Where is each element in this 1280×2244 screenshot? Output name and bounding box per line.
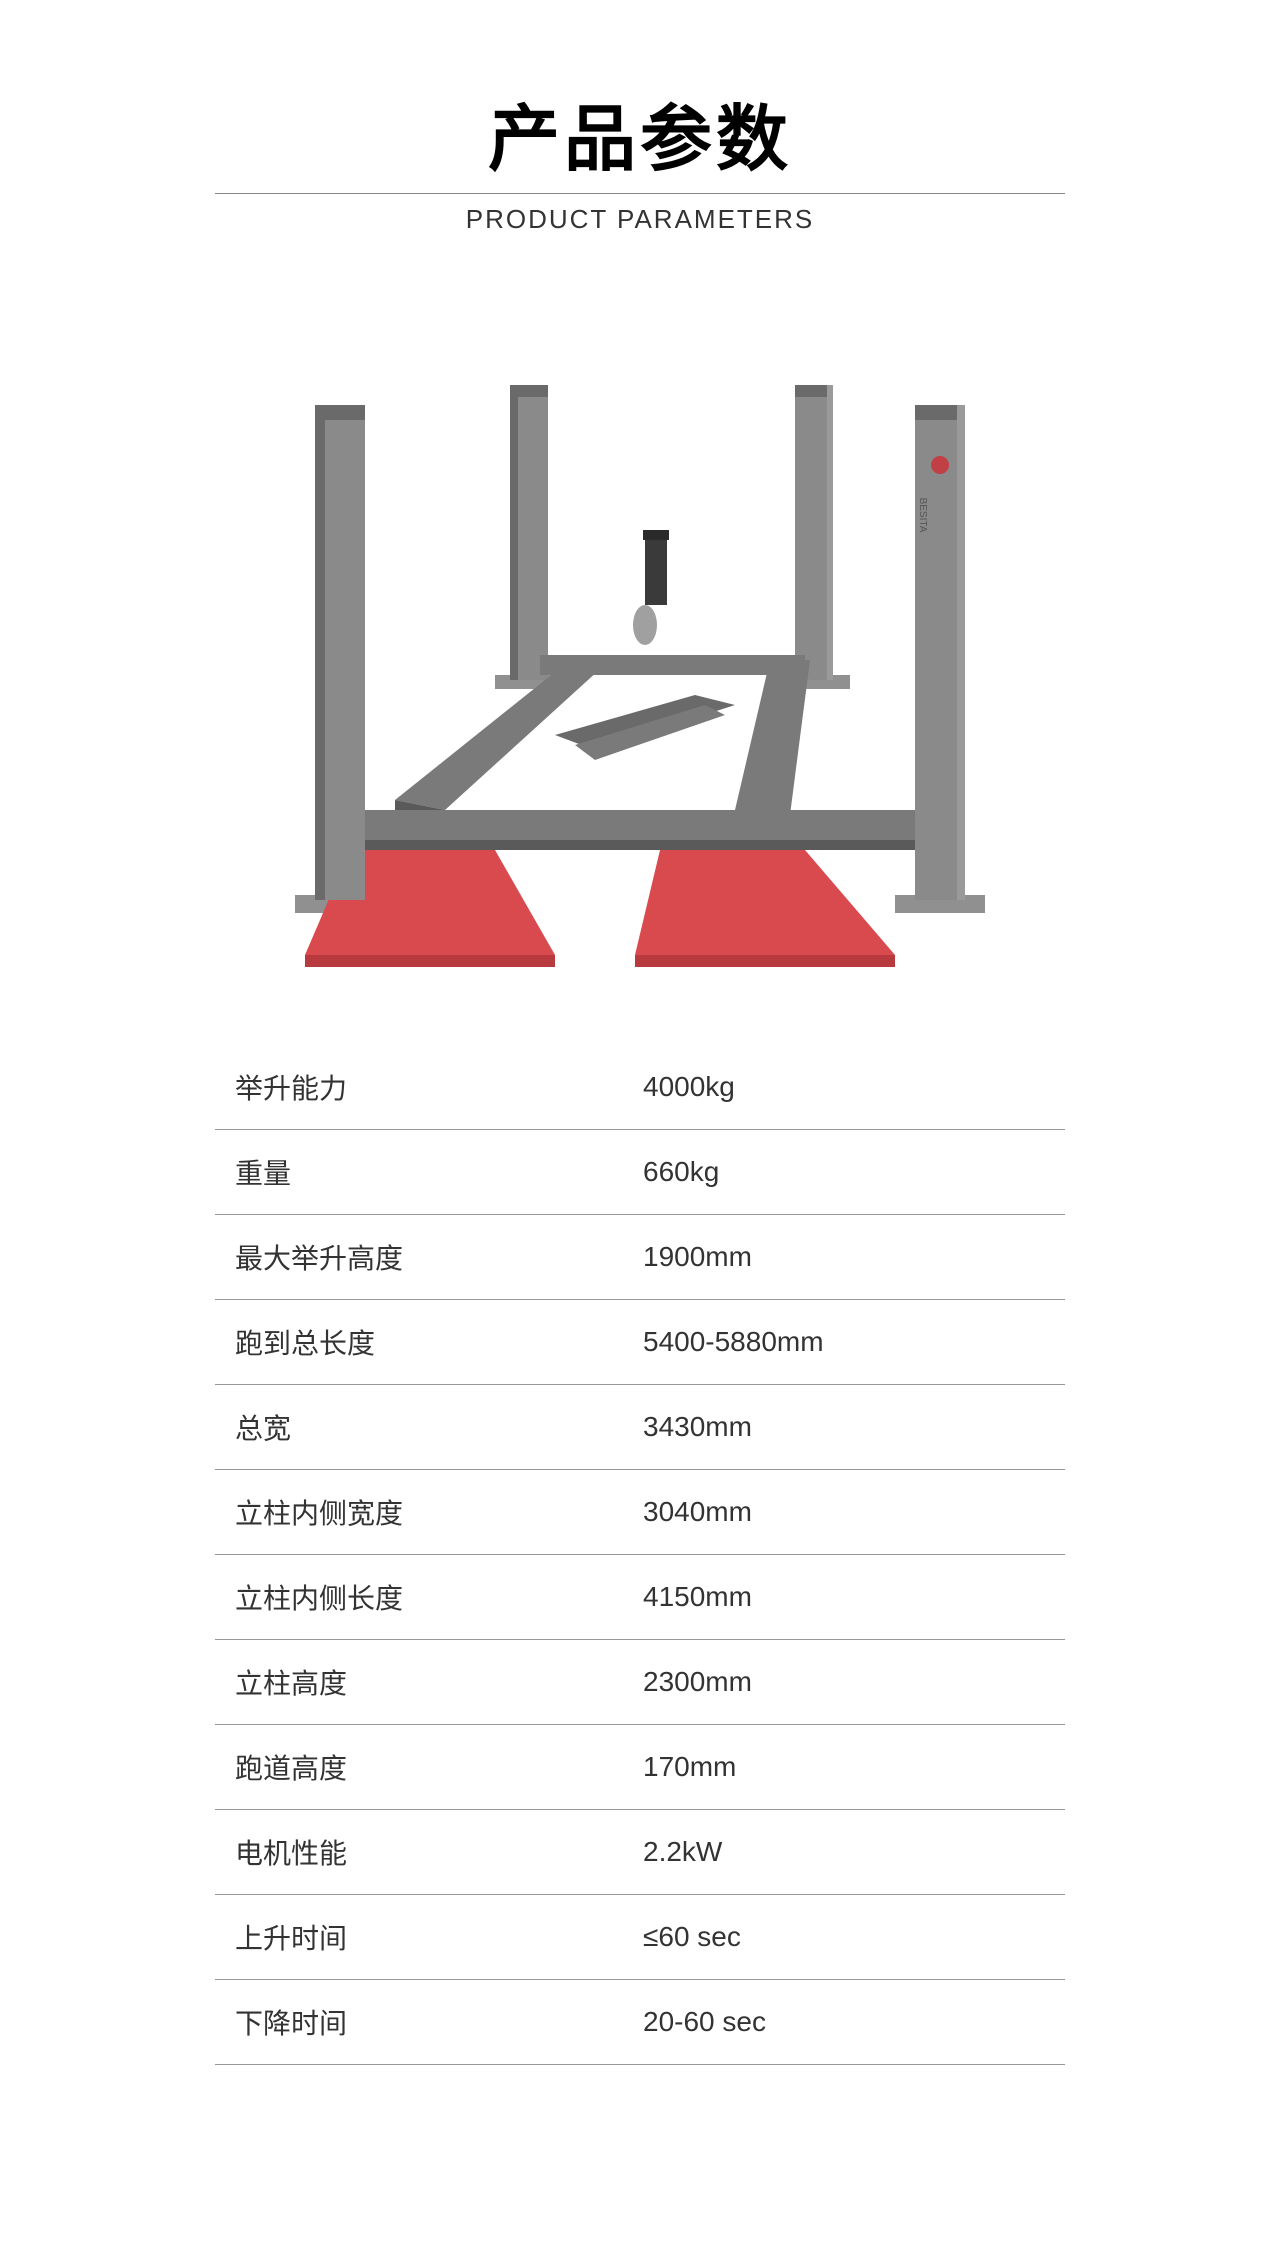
spec-value: 1900mm <box>623 1215 1065 1300</box>
lift-illustration: BESITA <box>215 305 1065 1005</box>
table-row: 总宽3430mm <box>215 1385 1065 1470</box>
product-image: BESITA <box>215 305 1065 1005</box>
spec-label: 立柱内侧长度 <box>215 1555 623 1640</box>
brand-logo-icon <box>931 456 949 474</box>
post-back-right <box>795 385 833 680</box>
post-front-left <box>315 405 365 900</box>
brand-label: BESITA <box>917 498 928 533</box>
spec-value: 2.2kW <box>623 1810 1065 1895</box>
title-chinese: 产品参数 <box>215 80 1065 185</box>
spec-value: 5400-5880mm <box>623 1300 1065 1385</box>
spec-value: ≤60 sec <box>623 1895 1065 1980</box>
spec-label: 跑道高度 <box>215 1725 623 1810</box>
title-divider <box>215 193 1065 194</box>
table-row: 跑道高度170mm <box>215 1725 1065 1810</box>
table-row: 下降时间20-60 sec <box>215 1980 1065 2065</box>
page-header: 产品参数 PRODUCT PARAMETERS <box>215 80 1065 235</box>
table-row: 立柱内侧长度4150mm <box>215 1555 1065 1640</box>
spec-label: 下降时间 <box>215 1980 623 2065</box>
table-row: 立柱高度2300mm <box>215 1640 1065 1725</box>
page-container: 产品参数 PRODUCT PARAMETERS <box>215 0 1065 2244</box>
post-back-left <box>510 385 548 680</box>
front-crossbeam-shadow <box>350 840 935 850</box>
table-row: 上升时间≤60 sec <box>215 1895 1065 1980</box>
hydraulic-canister <box>633 605 657 645</box>
spec-label: 上升时间 <box>215 1895 623 1980</box>
right-ramp <box>635 850 895 967</box>
spec-label: 电机性能 <box>215 1810 623 1895</box>
front-crossbeam <box>350 810 935 840</box>
spec-label: 跑到总长度 <box>215 1300 623 1385</box>
table-row: 举升能力4000kg <box>215 1045 1065 1130</box>
spec-value: 4150mm <box>623 1555 1065 1640</box>
spec-value: 660kg <box>623 1130 1065 1215</box>
table-row: 跑到总长度5400-5880mm <box>215 1300 1065 1385</box>
table-row: 电机性能2.2kW <box>215 1810 1065 1895</box>
spec-value: 3040mm <box>623 1470 1065 1555</box>
table-row: 最大举升高度1900mm <box>215 1215 1065 1300</box>
spec-value: 2300mm <box>623 1640 1065 1725</box>
power-unit <box>633 530 669 645</box>
right-runway <box>735 660 810 815</box>
title-english: PRODUCT PARAMETERS <box>215 204 1065 235</box>
spec-value: 4000kg <box>623 1045 1065 1130</box>
spec-label: 总宽 <box>215 1385 623 1470</box>
spec-label: 立柱高度 <box>215 1640 623 1725</box>
spec-label: 最大举升高度 <box>215 1215 623 1300</box>
spec-value: 3430mm <box>623 1385 1065 1470</box>
spec-label: 举升能力 <box>215 1045 623 1130</box>
post-front-right: BESITA <box>915 405 965 900</box>
spec-value: 20-60 sec <box>623 1980 1065 2065</box>
table-row: 立柱内侧宽度3040mm <box>215 1470 1065 1555</box>
spec-label: 立柱内侧宽度 <box>215 1470 623 1555</box>
spec-label: 重量 <box>215 1130 623 1215</box>
specs-table: 举升能力4000kg重量660kg最大举升高度1900mm跑到总长度5400-5… <box>215 1045 1065 2065</box>
table-row: 重量660kg <box>215 1130 1065 1215</box>
spec-value: 170mm <box>623 1725 1065 1810</box>
